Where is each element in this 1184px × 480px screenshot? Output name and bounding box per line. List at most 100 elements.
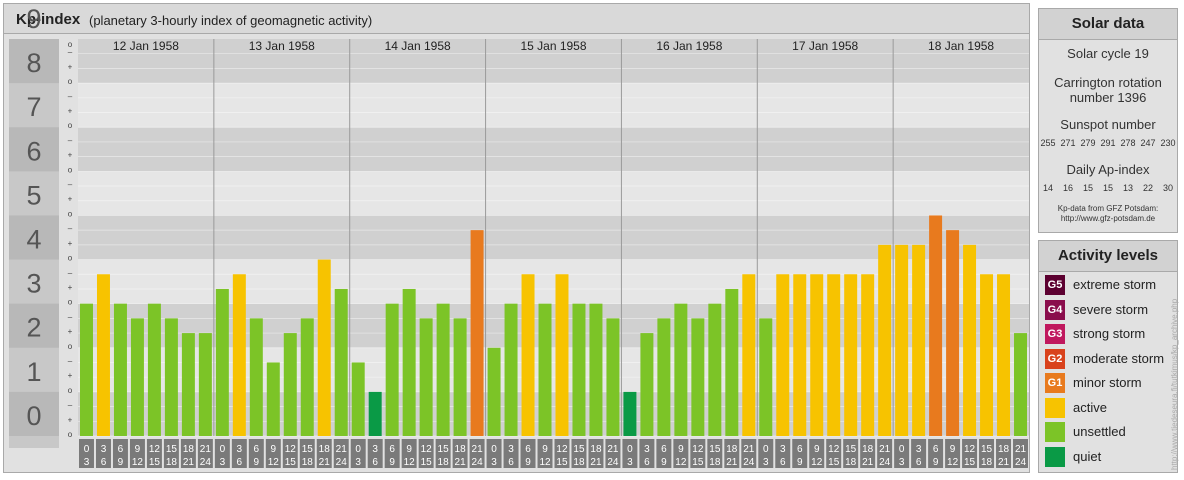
hour-label-top: 18 xyxy=(319,444,331,455)
kp-bar-5-4 xyxy=(827,274,841,436)
activity-levels-panel: Activity levels G5 extreme storm G4 severe … xyxy=(1038,240,1178,473)
kp-bar-1-3 xyxy=(266,362,280,436)
kp-bar-1-5 xyxy=(300,318,314,436)
kp-bar-3-7 xyxy=(606,318,620,436)
kp-bar-2-0 xyxy=(351,362,365,436)
kp-bar-4-6 xyxy=(725,288,739,436)
ap-values: 14 16 15 15 13 22 30 xyxy=(1042,183,1174,193)
kp-bar-2-7 xyxy=(470,230,484,436)
kp-bar-3-0 xyxy=(487,347,501,436)
kp-bar-3-3 xyxy=(538,303,552,436)
kp-bar-0-6 xyxy=(181,333,195,436)
hour-label-bottom: 18 xyxy=(981,457,993,468)
kp-bar-5-0 xyxy=(759,318,773,436)
hour-label-top: 3 xyxy=(101,444,107,455)
minor-mark: o xyxy=(68,77,73,86)
minor-mark: + xyxy=(68,415,73,424)
hour-cell xyxy=(129,439,145,468)
hour-label-top: 9 xyxy=(814,444,820,455)
band-8 xyxy=(78,39,1029,84)
legend-swatch: G1 xyxy=(1045,373,1065,393)
hour-label-top: 21 xyxy=(200,444,212,455)
y-band-4 xyxy=(9,215,59,260)
hour-label-bottom: 3 xyxy=(899,457,905,468)
hour-cell xyxy=(503,439,519,468)
kp-bar-2-4 xyxy=(419,318,433,436)
legend-item: quiet xyxy=(1045,446,1175,467)
kp-bar-2-1 xyxy=(368,391,382,436)
hour-label-bottom: 24 xyxy=(472,457,484,468)
hour-label-top: 0 xyxy=(84,444,90,455)
kp-bar-0-1 xyxy=(96,274,110,436)
y-band-6 xyxy=(9,127,59,172)
hour-label-top: 9 xyxy=(271,444,277,455)
hour-label-bottom: 6 xyxy=(237,457,243,468)
hour-label-bottom: 24 xyxy=(200,457,212,468)
hour-label-bottom: 24 xyxy=(879,457,891,468)
hour-label-bottom: 21 xyxy=(183,457,195,468)
hour-label-top: 0 xyxy=(355,444,361,455)
hour-label-top: 3 xyxy=(644,444,650,455)
kp-bar-1-2 xyxy=(249,318,263,436)
legend-swatch: G4 xyxy=(1045,299,1065,320)
hour-label-bottom: 6 xyxy=(372,457,378,468)
chart-title-bar: Kp-index (planetary 3-hourly index of ge… xyxy=(4,4,1029,34)
ap-heading: Daily Ap-index xyxy=(1066,162,1150,177)
hour-label-bottom: 12 xyxy=(132,457,144,468)
hour-label-bottom: 3 xyxy=(220,457,226,468)
hour-label-bottom: 9 xyxy=(933,457,939,468)
kp-bar-5-5 xyxy=(844,274,858,436)
hour-cell xyxy=(571,439,587,468)
hour-label-bottom: 15 xyxy=(149,457,161,468)
kp-bar-6-7 xyxy=(1014,333,1027,436)
hour-cell xyxy=(333,439,349,468)
hour-cell xyxy=(724,439,740,468)
hour-label-top: 21 xyxy=(743,444,755,455)
date-label: 12 Jan 1958 xyxy=(113,39,179,53)
hour-label-top: 12 xyxy=(149,444,161,455)
hour-label-bottom: 21 xyxy=(590,457,602,468)
minor-mark: + xyxy=(68,327,73,336)
hour-label-bottom: 15 xyxy=(964,457,976,468)
hour-label-bottom: 12 xyxy=(539,457,551,468)
y-tick-label-4: 4 xyxy=(26,225,41,255)
hour-cell xyxy=(469,439,485,468)
hour-label-bottom: 24 xyxy=(336,457,348,468)
hour-label-top: 15 xyxy=(166,444,178,455)
hour-cell xyxy=(435,439,451,468)
hour-cell xyxy=(639,439,655,468)
band-5 xyxy=(78,171,1029,216)
hour-label-bottom: 9 xyxy=(525,457,531,468)
y-tick-label-8: 8 xyxy=(26,48,41,78)
hour-cell xyxy=(690,439,706,468)
hour-label-top: 21 xyxy=(607,444,619,455)
source-link[interactable]: http://www.gfz-potsdam.de xyxy=(1060,214,1156,223)
hour-cell xyxy=(214,439,230,468)
minor-mark: + xyxy=(68,62,73,71)
hour-label-top: 0 xyxy=(627,444,633,455)
hour-cell xyxy=(350,439,366,468)
hour-label-top: 6 xyxy=(661,444,667,455)
band-4 xyxy=(78,215,1029,260)
hour-cell xyxy=(962,439,978,468)
hour-cell xyxy=(486,439,502,468)
hour-cell xyxy=(588,439,604,468)
kp-bar-0-0 xyxy=(80,303,93,436)
hour-label-top: 21 xyxy=(336,444,348,455)
y-band-8 xyxy=(9,39,59,84)
y-tick-label-9: 9 xyxy=(26,4,41,34)
legend-item: G1 minor storm xyxy=(1045,373,1175,393)
hour-label-bottom: 6 xyxy=(916,457,922,468)
hour-label-top: 6 xyxy=(933,444,939,455)
legend-label: moderate storm xyxy=(1073,350,1165,366)
minor-mark: – xyxy=(68,312,73,321)
legend-swatch: G5 xyxy=(1045,275,1065,295)
kp-bar-0-2 xyxy=(113,303,127,436)
kp-bar-5-6 xyxy=(861,274,875,436)
hour-label-bottom: 18 xyxy=(709,457,721,468)
y-tick-label-1: 1 xyxy=(26,357,41,387)
minor-mark: – xyxy=(68,356,73,365)
hour-label-top: 3 xyxy=(372,444,378,455)
minor-mark: – xyxy=(68,136,73,145)
hour-label-bottom: 24 xyxy=(743,457,755,468)
